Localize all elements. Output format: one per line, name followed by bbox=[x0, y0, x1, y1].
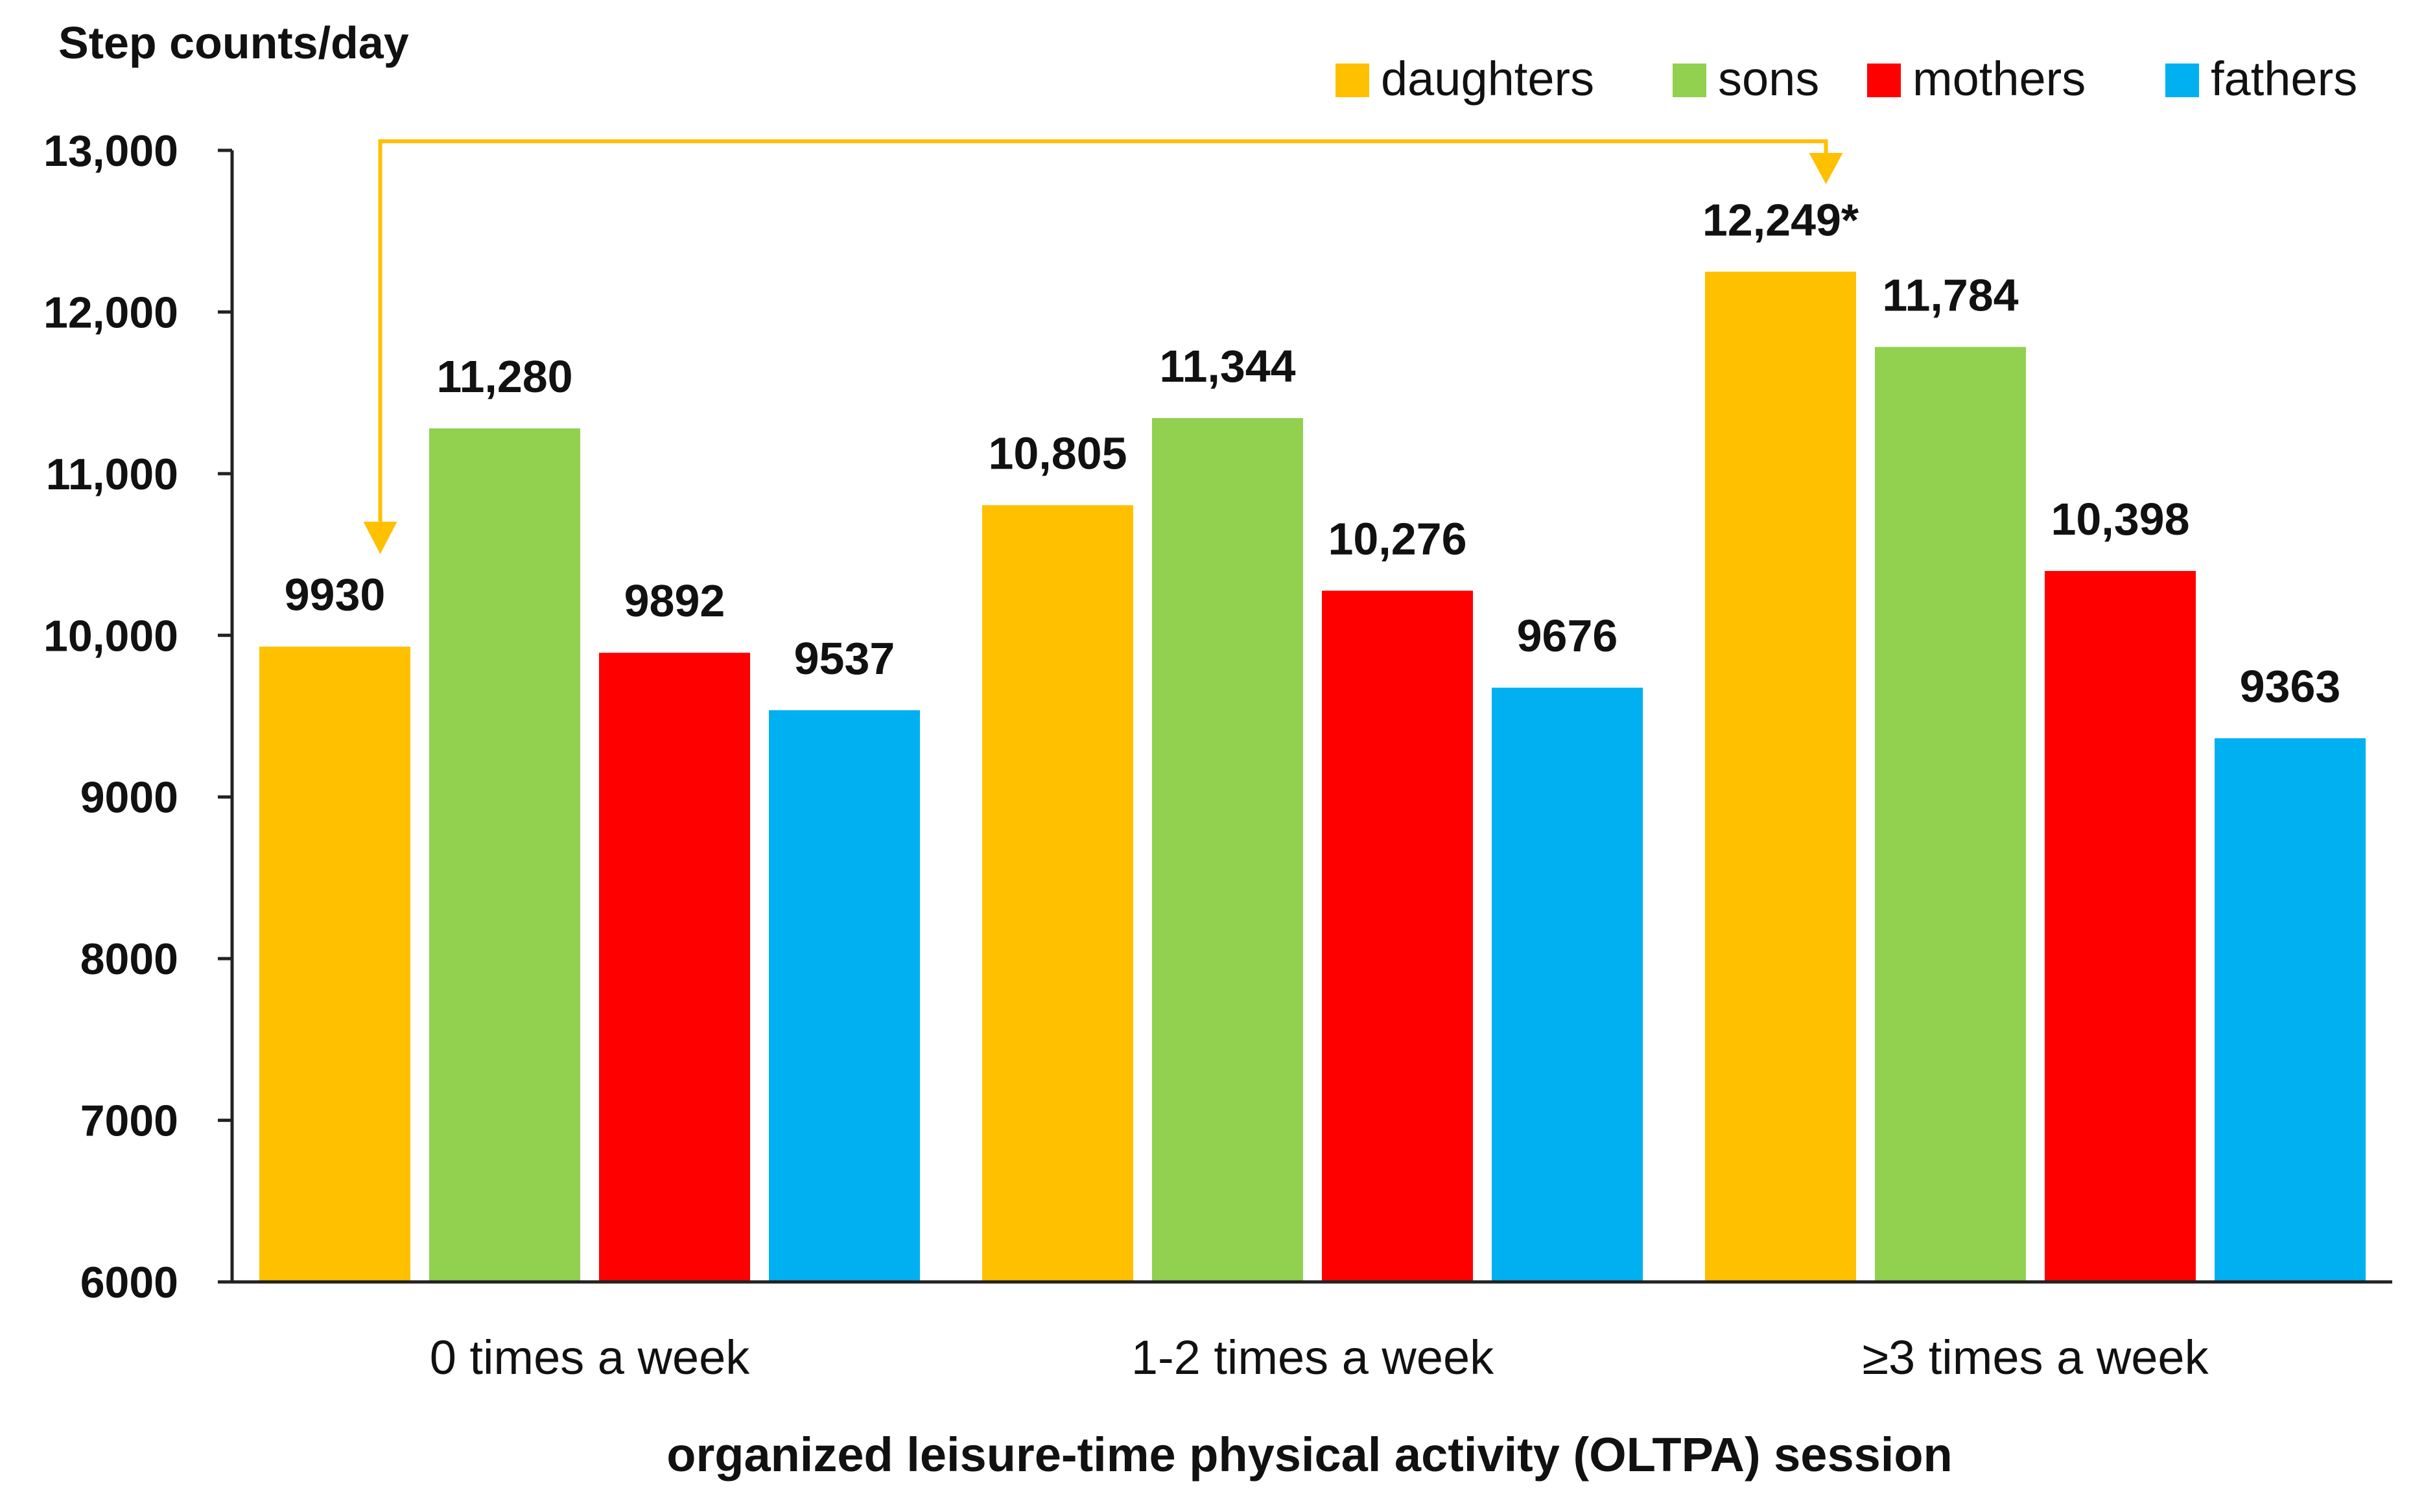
value-label-daughters-1: 9930 bbox=[285, 570, 386, 620]
value-label-mothers-1: 9892 bbox=[624, 576, 725, 626]
x-category-label: 0 times a week bbox=[430, 1331, 751, 1384]
y-tick-label: 11,000 bbox=[46, 450, 178, 499]
x-axis: 0 times a week 1-2 times a week ≥3 times a… bbox=[430, 1331, 2209, 1384]
bar-fathers-2 bbox=[1492, 688, 1643, 1282]
legend-label-daughters: daughters bbox=[1381, 52, 1594, 106]
bar-sons-3 bbox=[1875, 347, 2026, 1282]
legend-swatch-sons bbox=[1673, 64, 1706, 97]
value-labels: 9930 10,805 12,249* 11,280 11,344 11,784 9892 1… bbox=[285, 194, 2341, 712]
value-label-fathers-1: 9537 bbox=[794, 633, 895, 684]
y-tick-label: 7000 bbox=[80, 1097, 178, 1146]
legend-label-mothers: mothers bbox=[1912, 52, 2086, 106]
y-axis-title: Step counts/day bbox=[58, 17, 409, 68]
x-category-label: ≥3 times a week bbox=[1862, 1331, 2209, 1384]
arrow-head-start bbox=[363, 522, 397, 554]
bar-fathers-3 bbox=[2215, 738, 2366, 1282]
bar-mothers-3 bbox=[2045, 571, 2196, 1282]
arrow-line bbox=[378, 139, 1828, 528]
value-label-sons-3: 11,784 bbox=[1882, 270, 2018, 320]
bars bbox=[259, 272, 2366, 1283]
bar-daughters-1 bbox=[259, 646, 410, 1282]
y-tick-label: 6000 bbox=[80, 1258, 178, 1307]
bar-daughters-2 bbox=[982, 505, 1133, 1282]
value-label-fathers-3: 9363 bbox=[2240, 661, 2341, 712]
x-axis-title: organized leisure-time physical activity… bbox=[666, 1428, 1952, 1482]
value-label-mothers-2: 10,276 bbox=[1328, 513, 1466, 564]
value-label-sons-1: 11,280 bbox=[436, 351, 572, 402]
value-label-fathers-2: 9676 bbox=[1517, 611, 1618, 661]
bar-sons-1 bbox=[429, 428, 580, 1283]
arrow-head-end bbox=[1809, 153, 1843, 184]
bar-fathers-1 bbox=[769, 710, 920, 1282]
y-tick-label: 13,000 bbox=[43, 126, 178, 176]
x-category-label: 1-2 times a week bbox=[1131, 1331, 1494, 1384]
legend-swatch-fathers bbox=[2165, 64, 2199, 97]
bar-mothers-2 bbox=[1322, 590, 1473, 1283]
y-tick-label: 12,000 bbox=[43, 288, 178, 337]
bar-mothers-1 bbox=[599, 653, 750, 1282]
legend-label-fathers: fathers bbox=[2211, 52, 2357, 106]
bar-sons-2 bbox=[1152, 418, 1303, 1282]
significance-arrow bbox=[363, 139, 1843, 554]
value-label-mothers-3: 10,398 bbox=[2051, 494, 2189, 544]
legend-swatch-daughters bbox=[1336, 64, 1369, 97]
value-label-daughters-2: 10,805 bbox=[988, 428, 1127, 478]
legend: daughters sons mothers fathers bbox=[1336, 52, 2357, 106]
value-label-sons-2: 11,344 bbox=[1159, 341, 1295, 391]
y-tick-label: 10,000 bbox=[43, 611, 178, 660]
legend-swatch-mothers bbox=[1867, 64, 1901, 97]
value-label-daughters-3: 12,249* bbox=[1702, 194, 1859, 245]
legend-label-sons: sons bbox=[1718, 52, 1819, 106]
bar-daughters-3 bbox=[1705, 272, 1856, 1283]
y-tick-label: 8000 bbox=[80, 935, 178, 984]
y-tick-label: 9000 bbox=[80, 773, 178, 822]
y-axis: 6000 7000 8000 9000 10,000 11,000 12,000 13,000 bbox=[43, 126, 232, 1307]
